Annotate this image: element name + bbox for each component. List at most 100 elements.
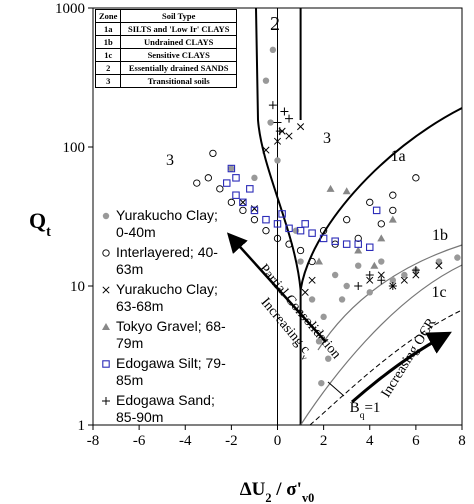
- table-cell: Transitional soils: [120, 74, 237, 88]
- legend-item: Yurakucho Clay; 63-68m: [100, 281, 240, 315]
- annotation: 3: [323, 130, 331, 147]
- point: [223, 179, 231, 187]
- annotation-part: 1b: [432, 227, 448, 244]
- zone-line: [317, 244, 463, 351]
- point: [285, 240, 293, 248]
- point: [227, 164, 236, 173]
- point: [301, 220, 309, 228]
- table-row: 1c Sensitive CLAYS: [94, 48, 237, 62]
- y-tick-label: 10: [70, 279, 85, 295]
- legend-marker: [102, 286, 110, 294]
- table-cell: Sensitive CLAYS: [120, 48, 237, 62]
- annotation: Increasing OCR: [379, 315, 440, 400]
- point: [342, 240, 351, 248]
- point: [274, 157, 281, 164]
- point: [239, 198, 247, 206]
- point: [378, 258, 385, 265]
- legend-item: Yurakucho Clay; 0-40m: [100, 207, 240, 241]
- table-cell: 3: [94, 74, 122, 88]
- point: [354, 240, 362, 248]
- point: [365, 243, 374, 252]
- annotation-part: q: [360, 410, 365, 421]
- point: [262, 215, 270, 224]
- point: [315, 338, 323, 345]
- point: [320, 313, 327, 321]
- point: [102, 397, 110, 405]
- point: [412, 174, 420, 182]
- table-row: 1a SILTS and 'Low Ir' CLAYS: [94, 22, 237, 36]
- legend-item: Edogawa Sand; 85-90m: [100, 392, 240, 426]
- point: [400, 276, 408, 284]
- point: [273, 137, 282, 145]
- legend-label: Yurakucho Clay; 0-40m: [116, 207, 218, 240]
- point: [227, 198, 236, 206]
- point: [250, 206, 259, 215]
- table-cell: 1b: [94, 35, 122, 49]
- x-axis-label-part: v0: [302, 491, 314, 504]
- x-tick-label: -4: [179, 433, 192, 449]
- point: [102, 212, 110, 220]
- point: [354, 246, 363, 254]
- point: [308, 276, 316, 284]
- point: [355, 262, 362, 269]
- legend-item: Edogawa Silt; 79-85m: [100, 355, 240, 389]
- legend-label: Yurakucho Clay; 63-68m: [116, 281, 218, 314]
- point: [268, 101, 277, 110]
- table-row: 1b Undrained CLAYS: [94, 35, 237, 49]
- annotation: 1c: [431, 284, 446, 301]
- arrow: [351, 331, 452, 404]
- point: [315, 257, 324, 265]
- header-cell: Soil Type: [120, 9, 237, 23]
- legend-label: Edogawa Silt; 79-85m: [116, 355, 226, 388]
- point: [372, 206, 381, 215]
- point: [388, 215, 397, 223]
- annotation: 3: [166, 152, 174, 169]
- point: [296, 246, 305, 255]
- legend-label: Interlayered; 40-63m: [116, 244, 218, 277]
- legend-marker: [102, 249, 110, 257]
- point: [354, 282, 363, 290]
- table-cell: SILTS and 'Low Ir' CLAYS: [120, 22, 237, 36]
- point: [273, 118, 282, 127]
- legend-label: Tokyo Gravel; 68-79m: [116, 318, 226, 351]
- table-header: Zone Soil Type: [94, 9, 237, 23]
- table-row: 2 Essentially drained SANDS: [94, 61, 237, 75]
- point: [296, 226, 305, 235]
- y-tick-label: 1: [78, 418, 86, 434]
- annotation-part: 1a: [390, 148, 405, 165]
- point: [435, 258, 443, 265]
- annotation: 1b: [432, 227, 448, 244]
- y-axis-label-part: t: [46, 224, 51, 240]
- x-axis-label-part: ΔU: [240, 479, 266, 500]
- point: [285, 132, 293, 140]
- point: [273, 220, 282, 228]
- point: [308, 257, 316, 266]
- point: [331, 237, 339, 245]
- point: [354, 234, 362, 243]
- arrow: [226, 232, 327, 343]
- point: [411, 266, 420, 275]
- point: [343, 282, 350, 290]
- point: [325, 355, 332, 362]
- legend-marker: [102, 360, 110, 368]
- point: [267, 119, 274, 126]
- annotation: 2: [270, 13, 280, 35]
- y-axis-label-part: Q: [29, 208, 46, 233]
- point: [102, 249, 110, 257]
- annotation-part: v: [299, 352, 310, 362]
- point: [342, 187, 351, 195]
- point: [454, 254, 461, 261]
- table-cell: 2: [94, 61, 122, 75]
- point: [319, 234, 328, 243]
- point: [297, 123, 305, 131]
- point: [269, 46, 277, 54]
- point: [326, 184, 335, 192]
- point: [377, 271, 385, 279]
- point: [280, 107, 289, 116]
- x-axis-label-part: 2: [265, 491, 271, 504]
- legend-marker: [102, 397, 110, 405]
- point: [412, 271, 420, 279]
- x-tick-label: 8: [458, 433, 466, 449]
- point: [318, 379, 325, 387]
